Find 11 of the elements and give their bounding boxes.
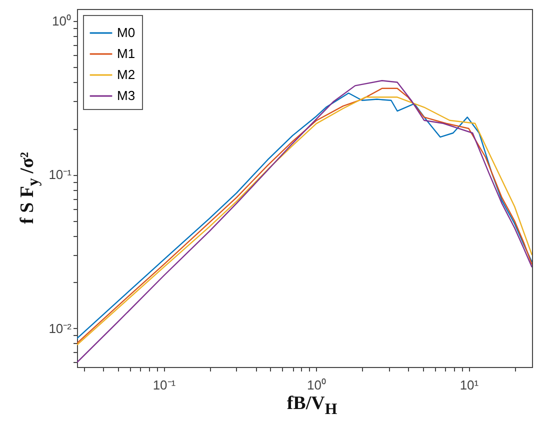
y-tick-label: 10⁻¹: [48, 167, 72, 182]
legend-label: M3: [117, 88, 136, 103]
legend-label: M2: [117, 67, 136, 82]
x-axis-title: fB/V$_{H}$: [286, 393, 338, 419]
legend-label: M1: [117, 46, 136, 61]
y-tick-label: 10⁻²: [48, 320, 72, 336]
x-tick-label: 10⁻¹: [152, 378, 176, 392]
x-tick-label: 10¹: [460, 378, 480, 392]
x-tick-label: 10⁰: [306, 378, 326, 392]
y-tick-label: 10⁰: [52, 14, 72, 29]
legend-label: M0: [117, 25, 136, 40]
